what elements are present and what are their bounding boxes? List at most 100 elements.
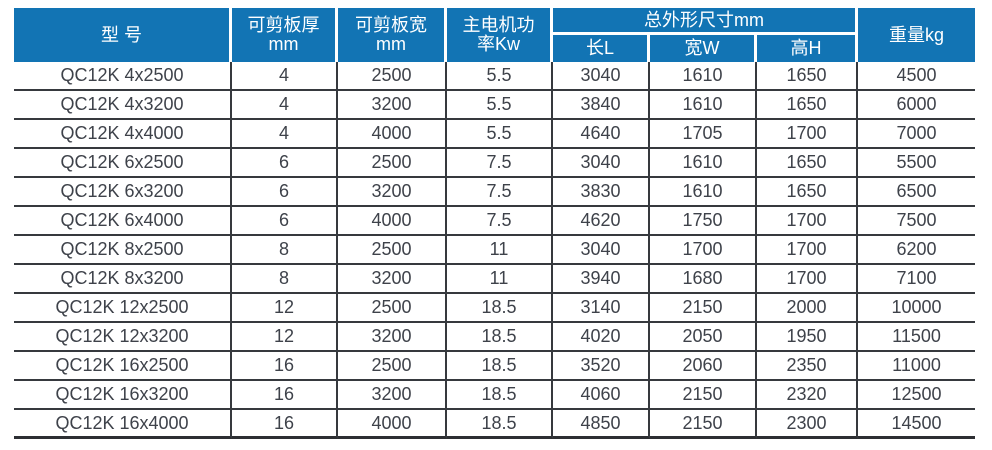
header-shear-thickness: 可剪板厚 mm xyxy=(232,8,338,62)
table-row: QC12K 16x4000 16 4000 18.5 4850 2150 2300 14500 xyxy=(14,410,975,439)
length-cell: 3940 xyxy=(553,265,650,294)
length-cell: 3040 xyxy=(553,62,650,91)
shear-thickness-cell: 4 xyxy=(232,91,338,120)
motor-power-cell: 18.5 xyxy=(447,352,553,381)
width-cell: 1680 xyxy=(650,265,757,294)
shear-width-cell: 2500 xyxy=(338,236,447,265)
spec-table-body: QC12K 4x2500 4 2500 5.5 3040 1610 1650 4500 QC12… xyxy=(14,62,975,439)
shear-thickness-cell: 16 xyxy=(232,410,338,439)
height-cell: 1700 xyxy=(757,207,858,236)
height-cell: 2350 xyxy=(757,352,858,381)
length-cell: 3140 xyxy=(553,294,650,323)
weight-cell: 7000 xyxy=(858,120,975,149)
length-cell: 4020 xyxy=(553,323,650,352)
height-cell: 1700 xyxy=(757,120,858,149)
weight-cell: 6000 xyxy=(858,91,975,120)
motor-power-cell: 11 xyxy=(447,265,553,294)
shear-width-cell: 4000 xyxy=(338,207,447,236)
motor-power-cell: 18.5 xyxy=(447,323,553,352)
weight-cell: 14500 xyxy=(858,410,975,439)
shear-width-cell: 2500 xyxy=(338,352,447,381)
header-shear-width-line1: 可剪板宽 xyxy=(355,14,427,35)
width-cell: 1610 xyxy=(650,178,757,207)
weight-cell: 12500 xyxy=(858,381,975,410)
header-shear-thickness-line2: mm xyxy=(268,34,299,54)
motor-power-cell: 18.5 xyxy=(447,381,553,410)
weight-cell: 5500 xyxy=(858,149,975,178)
width-cell: 1700 xyxy=(650,236,757,265)
shear-width-cell: 3200 xyxy=(338,178,447,207)
weight-cell: 7500 xyxy=(858,207,975,236)
shear-thickness-cell: 4 xyxy=(232,120,338,149)
shear-thickness-cell: 12 xyxy=(232,294,338,323)
model-cell: QC12K 4x3200 xyxy=(14,91,232,120)
header-shear-width-line2: mm xyxy=(376,34,406,54)
shear-width-cell: 3200 xyxy=(338,381,447,410)
height-cell: 1700 xyxy=(757,265,858,294)
width-cell: 1610 xyxy=(650,149,757,178)
width-cell: 2050 xyxy=(650,323,757,352)
shear-width-cell: 4000 xyxy=(338,410,447,439)
width-cell: 2150 xyxy=(650,410,757,439)
motor-power-cell: 5.5 xyxy=(447,91,553,120)
height-cell: 2000 xyxy=(757,294,858,323)
table-row: QC12K 6x4000 6 4000 7.5 4620 1750 1700 7500 xyxy=(14,207,975,236)
height-cell: 1650 xyxy=(757,149,858,178)
model-cell: QC12K 8x3200 xyxy=(14,265,232,294)
height-cell: 1650 xyxy=(757,91,858,120)
length-cell: 3520 xyxy=(553,352,650,381)
height-cell: 1950 xyxy=(757,323,858,352)
table-row: QC12K 4x3200 4 3200 5.5 3840 1610 1650 6000 xyxy=(14,91,975,120)
length-cell: 4850 xyxy=(553,410,650,439)
spec-sheet-page: 型 号 可剪板厚 mm 可剪板宽 mm 主电机功 率Kw xyxy=(14,8,975,439)
model-cell: QC12K 16x4000 xyxy=(14,410,232,439)
motor-power-cell: 18.5 xyxy=(447,294,553,323)
header-height: 高H xyxy=(757,35,858,62)
shear-width-cell: 2500 xyxy=(338,62,447,91)
shear-width-cell: 3200 xyxy=(338,265,447,294)
length-cell: 4060 xyxy=(553,381,650,410)
model-cell: QC12K 12x2500 xyxy=(14,294,232,323)
header-motor-power-line2: 率Kw xyxy=(476,34,520,54)
height-cell: 1650 xyxy=(757,178,858,207)
motor-power-cell: 5.5 xyxy=(447,62,553,91)
shear-width-cell: 2500 xyxy=(338,294,447,323)
weight-cell: 11000 xyxy=(858,352,975,381)
model-cell: QC12K 6x2500 xyxy=(14,149,232,178)
model-cell: QC12K 6x4000 xyxy=(14,207,232,236)
header-length: 长L xyxy=(553,35,650,62)
header-model: 型 号 xyxy=(14,8,232,62)
shear-thickness-cell: 16 xyxy=(232,381,338,410)
weight-cell: 6200 xyxy=(858,236,975,265)
model-cell: QC12K 16x2500 xyxy=(14,352,232,381)
shear-width-cell: 3200 xyxy=(338,91,447,120)
shear-thickness-cell: 6 xyxy=(232,149,338,178)
weight-cell: 6500 xyxy=(858,178,975,207)
model-cell: QC12K 4x2500 xyxy=(14,62,232,91)
length-cell: 4620 xyxy=(553,207,650,236)
length-cell: 3840 xyxy=(553,91,650,120)
width-cell: 2150 xyxy=(650,381,757,410)
height-cell: 1700 xyxy=(757,236,858,265)
shear-width-cell: 3200 xyxy=(338,323,447,352)
header-shear-thickness-line1: 可剪板厚 xyxy=(247,14,320,35)
model-cell: QC12K 6x3200 xyxy=(14,178,232,207)
table-row: QC12K 6x2500 6 2500 7.5 3040 1610 1650 5500 xyxy=(14,149,975,178)
motor-power-cell: 7.5 xyxy=(447,207,553,236)
table-row: QC12K 6x3200 6 3200 7.5 3830 1610 1650 6500 xyxy=(14,178,975,207)
length-cell: 4640 xyxy=(553,120,650,149)
width-cell: 1750 xyxy=(650,207,757,236)
length-cell: 3040 xyxy=(553,149,650,178)
table-row: QC12K 4x2500 4 2500 5.5 3040 1610 1650 4500 xyxy=(14,62,975,91)
header-motor-power: 主电机功 率Kw xyxy=(447,8,553,62)
motor-power-cell: 18.5 xyxy=(447,410,553,439)
width-cell: 1705 xyxy=(650,120,757,149)
width-cell: 1610 xyxy=(650,91,757,120)
shear-thickness-cell: 6 xyxy=(232,207,338,236)
weight-cell: 7100 xyxy=(858,265,975,294)
width-cell: 2150 xyxy=(650,294,757,323)
motor-power-cell: 7.5 xyxy=(447,149,553,178)
shear-thickness-cell: 8 xyxy=(232,265,338,294)
shear-thickness-cell: 12 xyxy=(232,323,338,352)
height-cell: 2300 xyxy=(757,410,858,439)
